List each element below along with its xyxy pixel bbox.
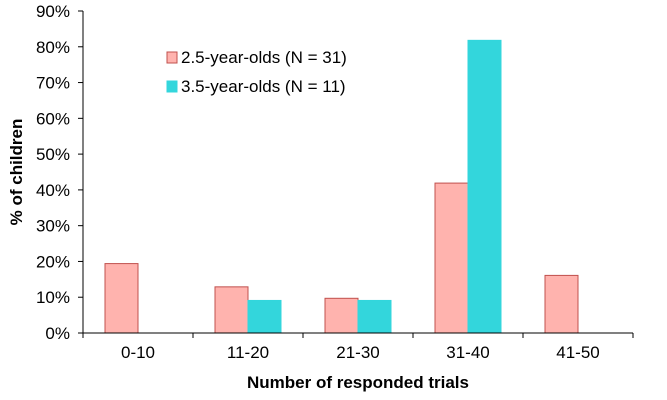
y-axis-title: % of children bbox=[7, 119, 26, 226]
y-tick-label: 20% bbox=[36, 252, 70, 271]
bar-series-1-11-20 bbox=[214, 286, 249, 334]
legend: 2.5-year-olds (N = 31) 3.5-year-olds (N =… bbox=[166, 48, 347, 96]
bar-series-1-41-50 bbox=[544, 274, 579, 334]
x-tick-label: 0-10 bbox=[121, 343, 155, 362]
y-tick-label: 30% bbox=[36, 217, 70, 236]
y-tick-label: 80% bbox=[36, 38, 70, 57]
y-tick-label: 40% bbox=[36, 181, 70, 200]
x-axis-title: Number of responded trials bbox=[247, 373, 469, 392]
bar-series-1-31-40 bbox=[434, 182, 469, 334]
legend-label: 2.5-year-olds (N = 31) bbox=[181, 48, 347, 67]
y-tick-label: 70% bbox=[36, 74, 70, 93]
y-tick-label: 10% bbox=[36, 288, 70, 307]
bar-series-2-11-20 bbox=[247, 299, 282, 334]
x-axis-ticks: 0-10 11-20 21-30 31-40 41-50 bbox=[82, 333, 634, 362]
bar-series-2-21-30 bbox=[357, 299, 392, 334]
bar-series-1-21-30 bbox=[324, 297, 359, 334]
x-tick-label: 31-40 bbox=[446, 343, 489, 362]
y-tick-label: 50% bbox=[36, 145, 70, 164]
x-tick-label: 21-30 bbox=[336, 343, 379, 362]
x-tick-label: 41-50 bbox=[556, 343, 599, 362]
x-tick-label: 11-20 bbox=[227, 343, 269, 362]
y-tick-label: 60% bbox=[36, 109, 70, 128]
y-axis-ticks: 0% 10% 20% 30% 40% 50% 60% 70% 80% 90% bbox=[36, 2, 83, 343]
y-tick-label: 90% bbox=[36, 2, 70, 21]
y-tick-label: 0% bbox=[45, 324, 70, 343]
legend-swatch bbox=[166, 80, 178, 93]
bar-series-2-31-40 bbox=[467, 39, 502, 334]
legend-swatch bbox=[166, 51, 178, 64]
bar-series-1-0-10 bbox=[104, 263, 139, 334]
legend-label: 3.5-year-olds (N = 11) bbox=[181, 77, 346, 96]
